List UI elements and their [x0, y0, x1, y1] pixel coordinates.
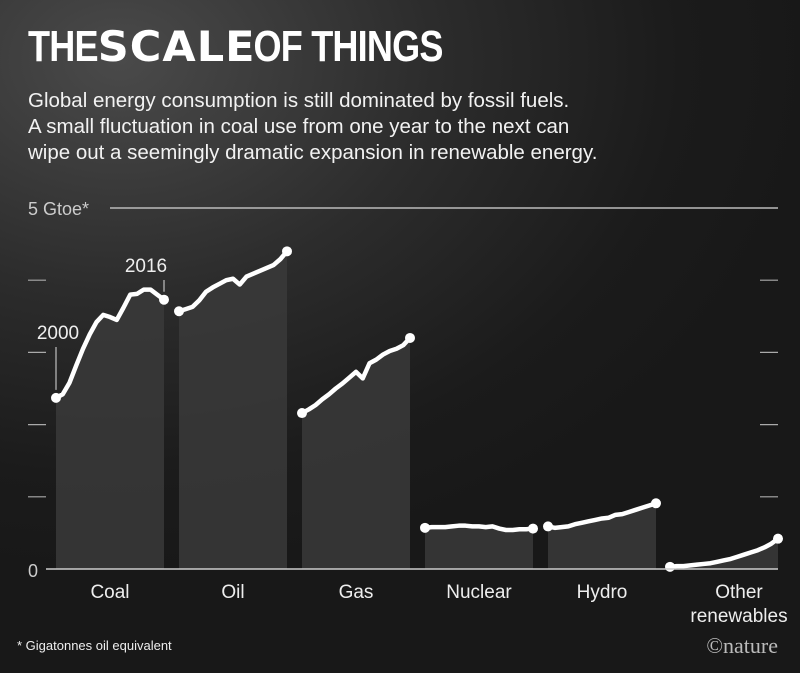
category-label: Nuclear [446, 582, 512, 603]
end-point [651, 498, 661, 509]
end-point [528, 523, 538, 534]
start-point [665, 561, 675, 572]
category-label: Oil [221, 582, 244, 603]
y-tick-label-0: 0 [28, 561, 38, 581]
y-axis-label: 5 Gtoe* [28, 199, 89, 219]
annotation-2016: 2016 [125, 256, 167, 277]
subtitle-line: wipe out a seemingly dramatic expansion … [28, 141, 598, 164]
end-point [405, 332, 415, 343]
footnote: * Gigatonnes oil equivalent [17, 638, 172, 653]
start-point [420, 522, 430, 533]
area-coal [56, 289, 164, 569]
category-label: Coal [90, 582, 129, 603]
chart-subtitle: Global energy consumption is still domin… [28, 88, 788, 166]
end-point [159, 294, 169, 305]
start-point [543, 521, 553, 532]
chart-title: THESCALEOF THINGS [28, 22, 443, 72]
category-label: Gas [339, 582, 374, 603]
area-oil [179, 251, 287, 570]
category-label: Hydro [577, 582, 628, 603]
nature-logo: ©nature [706, 633, 778, 658]
subtitle-line: A small fluctuation in coal use from one… [28, 115, 570, 138]
start-point [297, 408, 307, 419]
line-hydro [547, 501, 657, 531]
title-part-2: SCALE [97, 22, 256, 71]
subtitle-line: Global energy consumption is still domin… [28, 89, 570, 112]
area-nuclear [425, 525, 533, 569]
title-part-1: THE [28, 22, 99, 71]
start-point [51, 392, 61, 403]
annotation-2000: 2000 [37, 323, 79, 344]
line-oil [178, 249, 289, 314]
line-gas [300, 336, 412, 416]
end-point [773, 533, 783, 544]
area-hydro [548, 503, 656, 569]
end-point [282, 246, 292, 257]
line-other-renewables [669, 536, 780, 570]
title-part-3: OF THINGS [253, 22, 444, 71]
category-label: renewables [690, 606, 787, 627]
area-other-renewables [670, 538, 778, 569]
line-coal [54, 287, 166, 400]
start-point [174, 306, 184, 317]
category-label: Other [715, 582, 763, 603]
line-nuclear [424, 523, 534, 533]
